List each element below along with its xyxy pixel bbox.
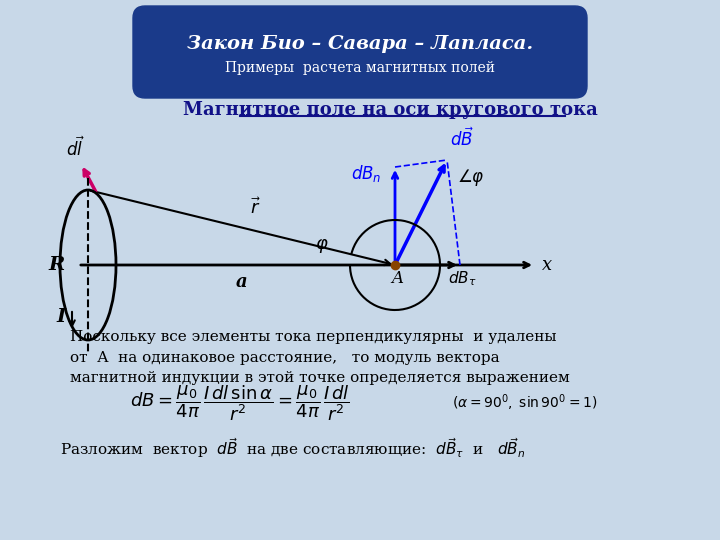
Text: $\vec{r}$: $\vec{r}$ [250,197,261,218]
Text: $\angle\varphi$: $\angle\varphi$ [457,167,485,188]
Text: $d\vec{B}$: $d\vec{B}$ [450,127,474,150]
Text: R: R [48,256,64,274]
Text: A: A [391,270,403,287]
Text: $dB = \dfrac{\mu_0}{4\pi}\,\dfrac{I\,dl\,\sin\alpha}{r^2} = \dfrac{\mu_0}{4\pi}\: $dB = \dfrac{\mu_0}{4\pi}\,\dfrac{I\,dl\… [130,383,350,423]
Text: $\varphi$: $\varphi$ [315,237,328,255]
Text: Разложим  вектор  $d\vec{B}$  на две составляющие:  $d\vec{B}_\tau$  и   $d\vec{: Разложим вектор $d\vec{B}$ на две состав… [60,436,526,460]
Text: $dB_n$: $dB_n$ [351,163,382,184]
Text: $dB_\tau$: $dB_\tau$ [448,269,477,288]
Text: I: I [56,308,65,326]
Text: a: a [235,273,247,291]
FancyBboxPatch shape [133,6,587,98]
Text: Магнитное поле на оси кругового тока: Магнитное поле на оси кругового тока [183,101,598,119]
Text: Закон Био – Савара – Лапласа.: Закон Био – Савара – Лапласа. [187,35,533,53]
Text: x: x [542,256,552,274]
Text: $\left(\alpha = 90^0,\; \sin 90^0 = 1\right)$: $\left(\alpha = 90^0,\; \sin 90^0 = 1\ri… [452,393,598,413]
Text: $d\vec{l}$: $d\vec{l}$ [66,137,85,160]
Text: Поскольку все элементы тока перпендикулярны  и удалены
от  A  на одинаковое расс: Поскольку все элементы тока перпендикуля… [70,330,570,385]
Text: Примеры  расчета магнитных полей: Примеры расчета магнитных полей [225,61,495,75]
